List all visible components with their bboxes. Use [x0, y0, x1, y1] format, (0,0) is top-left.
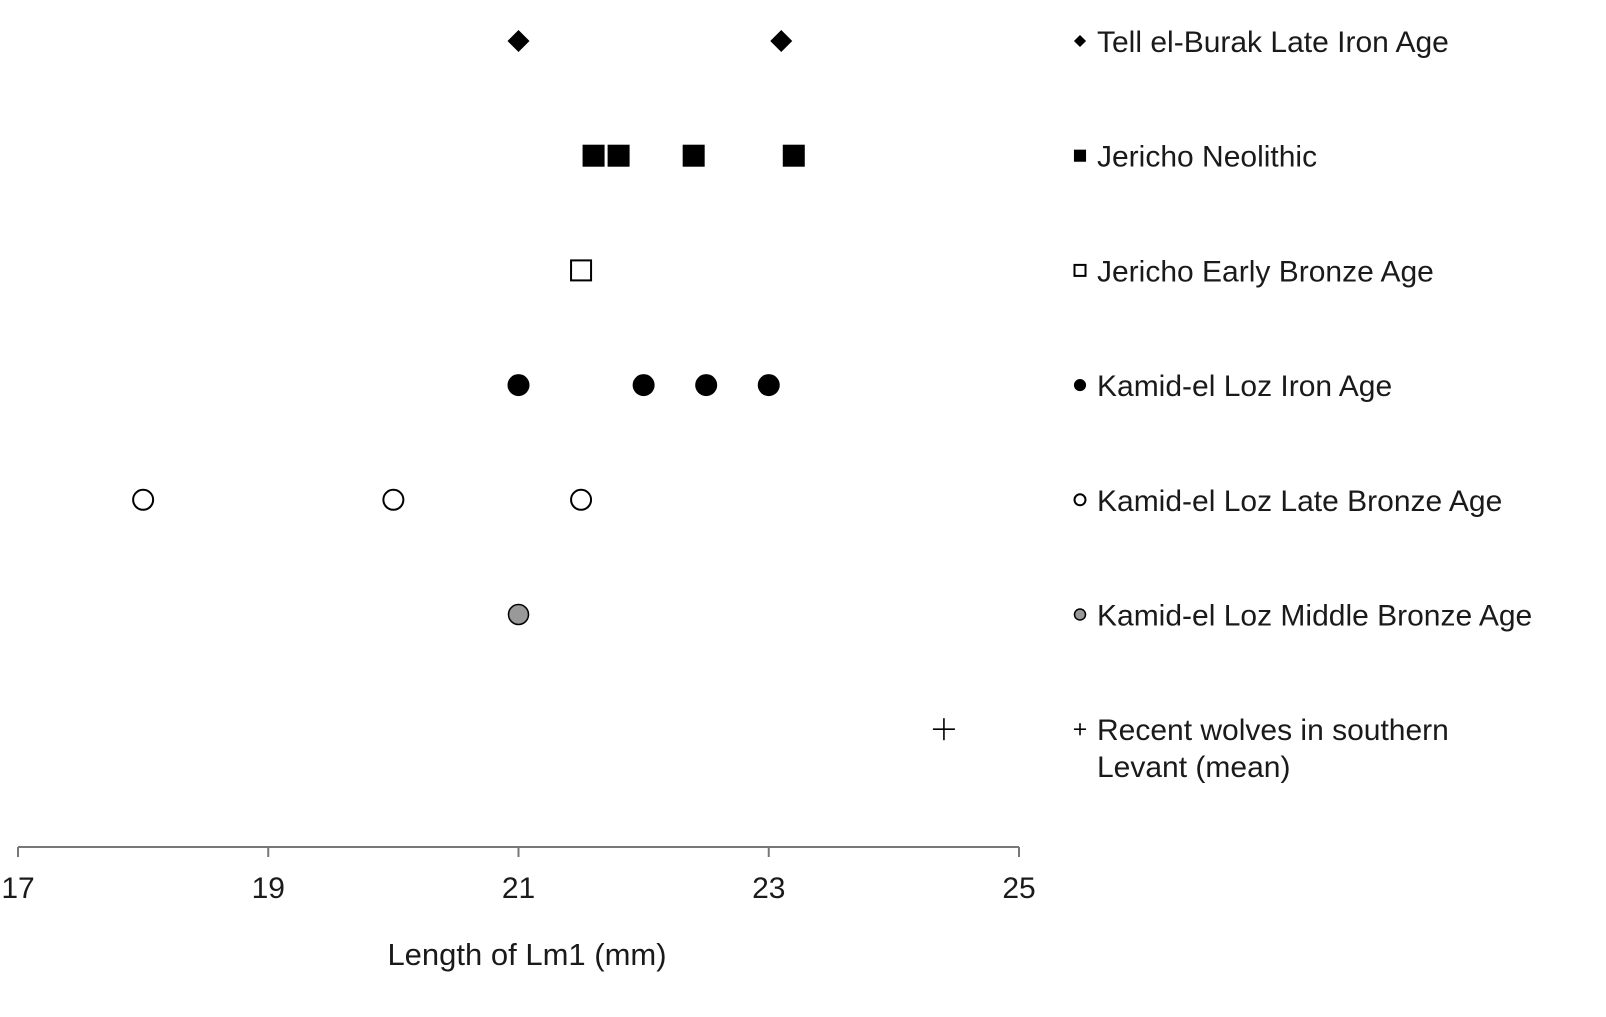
data-point [570, 488, 593, 511]
data-point [507, 30, 530, 52]
legend-marker [1073, 608, 1087, 621]
x-axis-title: Length of Lm1 (mm) [387, 937, 666, 972]
data-point [607, 144, 630, 167]
data-point [695, 374, 718, 397]
legend-marker [1073, 493, 1087, 507]
plot-area [132, 30, 955, 741]
legend-item: Kamid-el Loz Middle Bronze Age [1073, 600, 1532, 633]
legend-label: Kamid-el Loz Late Bronze Age [1097, 485, 1502, 518]
legend-item: Kamid-el Loz Iron Age [1073, 370, 1392, 403]
data-point [757, 374, 780, 397]
legend-marker [1073, 149, 1087, 162]
data-point [507, 603, 530, 626]
data-point [932, 718, 955, 741]
legend-marker [1073, 723, 1087, 736]
data-point [632, 374, 655, 397]
data-point [507, 374, 530, 397]
x-tick-label: 25 [1002, 872, 1035, 905]
legend-label: Levant (mean) [1097, 751, 1290, 784]
data-point [132, 488, 155, 511]
x-tick-label: 21 [502, 872, 535, 905]
data-point [682, 144, 705, 167]
legend-label: Recent wolves in southern [1097, 714, 1449, 747]
legend-marker [1073, 263, 1087, 277]
x-tick-label: 23 [752, 872, 785, 905]
legend-marker [1073, 379, 1087, 392]
data-point [382, 488, 405, 511]
x-tick-label: 19 [252, 872, 285, 905]
legend-item: Recent wolves in southern Levant (mean) [1073, 714, 1449, 784]
legend-item: Jericho Neolithic [1073, 141, 1317, 174]
x-axis-ticks: 17 19 21 23 25 [1, 847, 1036, 905]
data-point [782, 144, 805, 167]
legend-label: Kamid-el Loz Middle Bronze Age [1097, 600, 1532, 633]
data-point [770, 30, 793, 52]
legend-marker [1073, 34, 1087, 48]
legend-item: Kamid-el Loz Late Bronze Age [1073, 485, 1502, 518]
legend-label: Kamid-el Loz Iron Age [1097, 370, 1392, 403]
legend-item: Tell el-Burak Late Iron Age [1073, 26, 1449, 59]
legend-label: Jericho Neolithic [1097, 141, 1317, 174]
legend-label: Jericho Early Bronze Age [1097, 255, 1434, 288]
legend-label: Tell el-Burak Late Iron Age [1097, 26, 1449, 59]
legend-item: Jericho Early Bronze Age [1073, 255, 1434, 288]
x-tick-label: 17 [1, 872, 34, 905]
data-point [570, 259, 593, 282]
legend: Tell el-Burak Late Iron Age Jericho Neoli… [1073, 26, 1532, 784]
data-point [582, 144, 605, 167]
